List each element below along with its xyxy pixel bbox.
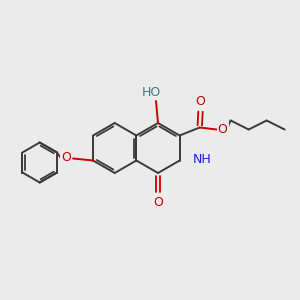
Text: NH: NH <box>193 153 211 166</box>
Text: HO: HO <box>141 85 160 98</box>
Text: O: O <box>196 95 206 108</box>
Text: O: O <box>218 123 228 136</box>
Text: O: O <box>61 151 71 164</box>
Text: O: O <box>153 196 163 209</box>
